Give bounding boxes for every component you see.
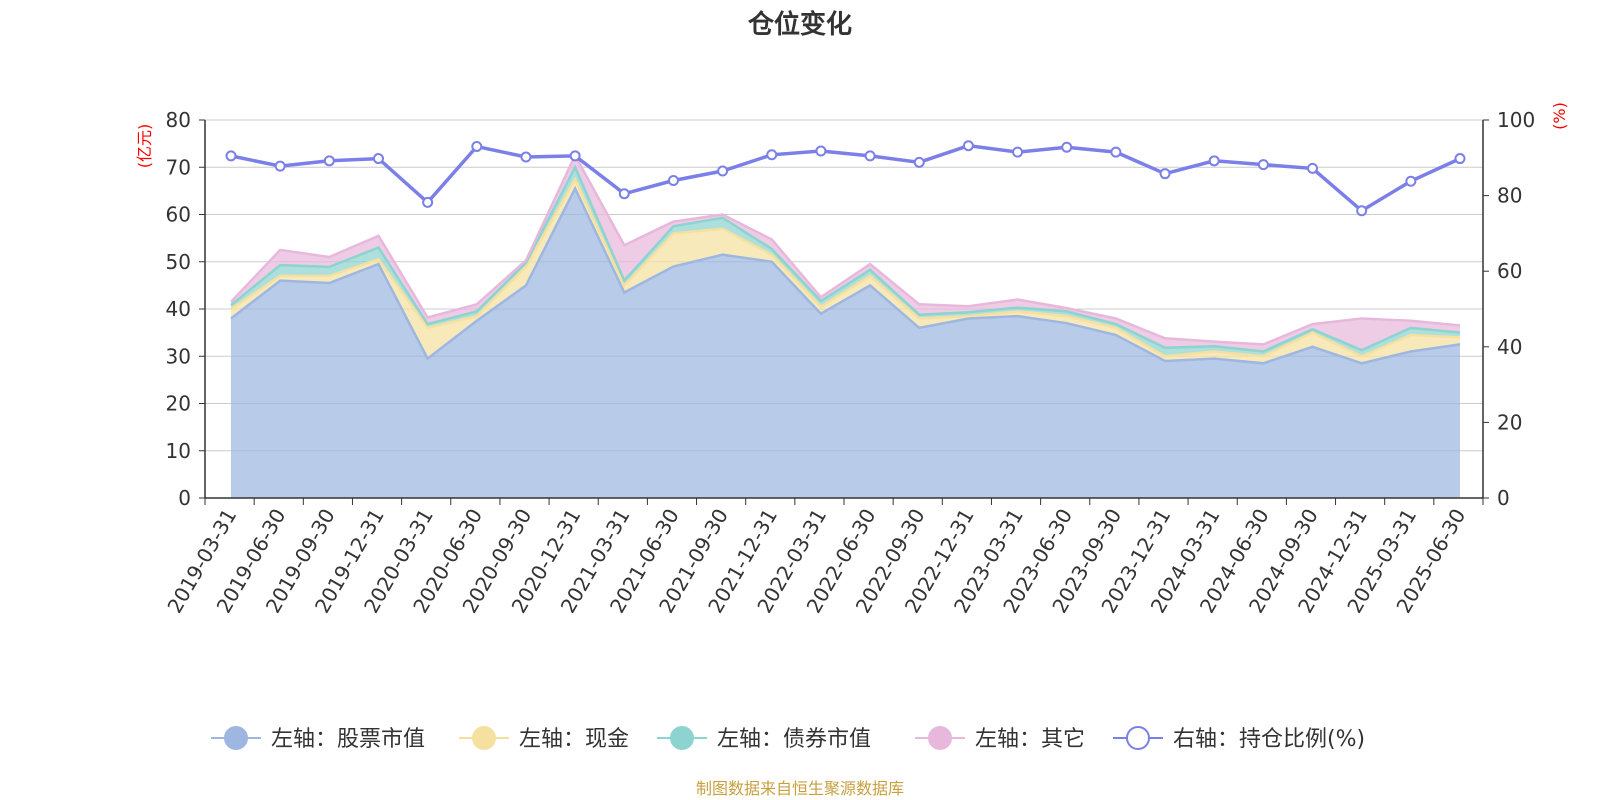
left-tick-label: 20 (166, 392, 191, 416)
source-text: 制图数据来自恒生聚源数据库 (696, 779, 904, 798)
left-tick-label: 30 (166, 344, 191, 368)
legend-marker (1126, 726, 1150, 750)
ratio-point (864, 150, 876, 162)
right-tick-label: 20 (1497, 410, 1522, 434)
legend-label: 左轴：股票市值 (271, 727, 425, 752)
ratio-point (618, 188, 630, 200)
left-tick-label: 0 (178, 486, 191, 510)
ratio-point (520, 151, 532, 163)
legend-label: 右轴：持仓比例(%) (1173, 727, 1365, 752)
left-tick-label: 40 (166, 297, 191, 321)
ratio-point (274, 160, 286, 172)
ratio-point (1257, 159, 1269, 171)
right-tick-label: 40 (1497, 335, 1522, 359)
ratio-point (913, 156, 925, 168)
ratio-point (225, 150, 237, 162)
legend-marker (472, 726, 496, 750)
ratio-point (815, 145, 827, 157)
area-edge-左轴：现金 (230, 176, 1461, 358)
ratio-point (1012, 146, 1024, 158)
right-tick-label: 60 (1497, 259, 1522, 283)
ratio-point (1159, 168, 1171, 180)
ratio-line (230, 143, 1461, 213)
left-tick-label: 80 (166, 108, 191, 132)
legend-label: 左轴：其它 (975, 727, 1085, 752)
left-tick-label: 50 (166, 250, 191, 274)
legend-label: 左轴：债券市值 (717, 727, 871, 752)
legend-marker (670, 726, 694, 750)
ratio-point (1356, 205, 1368, 217)
right-tick-label: 0 (1497, 486, 1510, 510)
legend-label: 左轴：现金 (519, 727, 629, 752)
stacked-areas (230, 152, 1461, 498)
right-axis-unit: (%) (1550, 102, 1569, 130)
legend-marker (224, 726, 248, 750)
right-tick-label: 80 (1497, 184, 1522, 208)
left-tick-label: 70 (166, 155, 191, 179)
area-edge-左轴：债券市值 (230, 164, 1461, 353)
ratio-point (569, 150, 581, 162)
ratio-point (422, 196, 434, 208)
area-左轴：其它 (231, 155, 1460, 352)
chart-title: 仓位变化 (747, 9, 852, 40)
legend: 左轴：股票市值 左轴：现金 左轴：债券市值 左轴：其它 右轴：持仓比例(%) (211, 726, 1365, 752)
left-tick-label: 60 (166, 203, 191, 227)
ratio-point (962, 140, 974, 152)
ratio-point (323, 155, 335, 167)
left-tick-label: 10 (166, 439, 191, 463)
ratio-point (717, 165, 729, 177)
ratio-point (1208, 155, 1220, 167)
ratio-point (372, 153, 384, 165)
holding-ratio-line (225, 140, 1466, 217)
area-左轴：股票市值 (231, 188, 1460, 498)
ratio-point (1405, 175, 1417, 187)
ratio-point (1110, 146, 1122, 158)
legend-marker (928, 726, 952, 750)
area-edge-左轴：其它 (230, 152, 1461, 346)
right-tick-label: 100 (1497, 108, 1535, 132)
left-axis-unit: (亿元) (135, 124, 154, 169)
ratio-point (1061, 141, 1073, 153)
ratio-point (667, 174, 679, 186)
ratio-point (1307, 162, 1319, 174)
ratio-point (1454, 153, 1466, 165)
area-edge-左轴：股票市值 (230, 185, 1461, 365)
ratio-point (766, 149, 778, 161)
ratio-point (471, 140, 483, 152)
